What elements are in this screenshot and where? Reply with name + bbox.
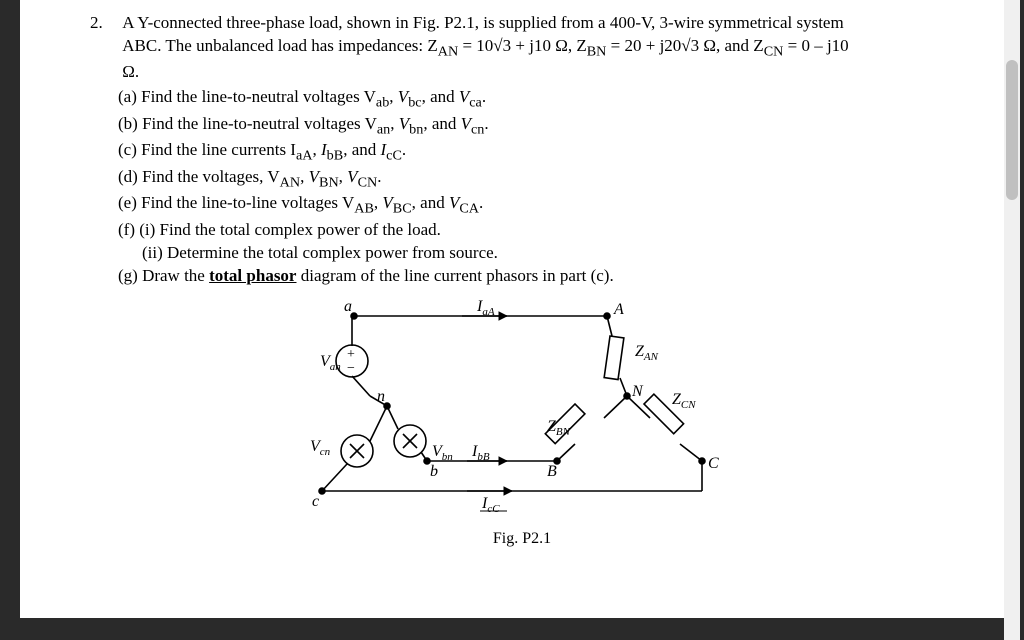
part-d: (d) Find the voltages, VAN, VBN, VCN. <box>118 166 954 193</box>
part-a: (a) Find the line-to-neutral voltages Va… <box>118 86 954 113</box>
figure-caption: Fig. P2.1 <box>90 528 954 550</box>
lbl-N: N <box>631 383 644 400</box>
scrollbar-thumb[interactable] <box>1006 60 1018 200</box>
lbl-b: b <box>430 463 438 480</box>
svg-text:Vcn: Vcn <box>310 438 331 458</box>
svg-text:IcC: IcC <box>481 495 500 515</box>
svg-text:Vbn: Vbn <box>432 443 453 463</box>
problem-stem: 2. A Y-connected three-phase load, shown… <box>90 12 954 84</box>
part-b: (b) Find the line-to-neutral voltages Va… <box>118 113 954 140</box>
problem-body: A Y-connected three-phase load, shown in… <box>122 12 952 84</box>
svg-text:ZCN: ZCN <box>672 391 696 411</box>
intro-line2: ABC. The unbalanced load has impedances:… <box>122 36 848 55</box>
lbl-C: C <box>708 455 719 472</box>
part-g: (g) Draw the total phasor diagram of the… <box>118 265 954 288</box>
svg-text:IbB: IbB <box>471 443 490 463</box>
intro-line3: Ω. <box>122 62 139 81</box>
scrollbar[interactable] <box>1004 0 1020 640</box>
part-f2: (ii) Determine the total complex power f… <box>142 242 954 265</box>
lbl-A: A <box>613 301 624 318</box>
intro-line1: A Y-connected three-phase load, shown in… <box>122 13 843 32</box>
part-f1: (f) (i) Find the total complex power of … <box>118 219 954 242</box>
part-e: (e) Find the line-to-line voltages VAB, … <box>118 192 954 219</box>
figure-p21: + − <box>292 296 752 526</box>
svg-text:Van: Van <box>320 353 341 373</box>
problem-number: 2. <box>90 12 118 35</box>
svg-text:−: − <box>347 361 355 376</box>
lbl-B: B <box>547 463 557 480</box>
svg-text:IaA: IaA <box>476 298 495 318</box>
lbl-c: c <box>312 493 319 510</box>
lbl-n: n <box>377 388 385 405</box>
lbl-a: a <box>344 298 352 315</box>
svg-text:ZAN: ZAN <box>635 343 659 363</box>
svg-text:+: + <box>347 347 355 362</box>
page: 2. A Y-connected three-phase load, shown… <box>20 0 1004 618</box>
part-c: (c) Find the line currents IaA, IbB, and… <box>118 139 954 166</box>
